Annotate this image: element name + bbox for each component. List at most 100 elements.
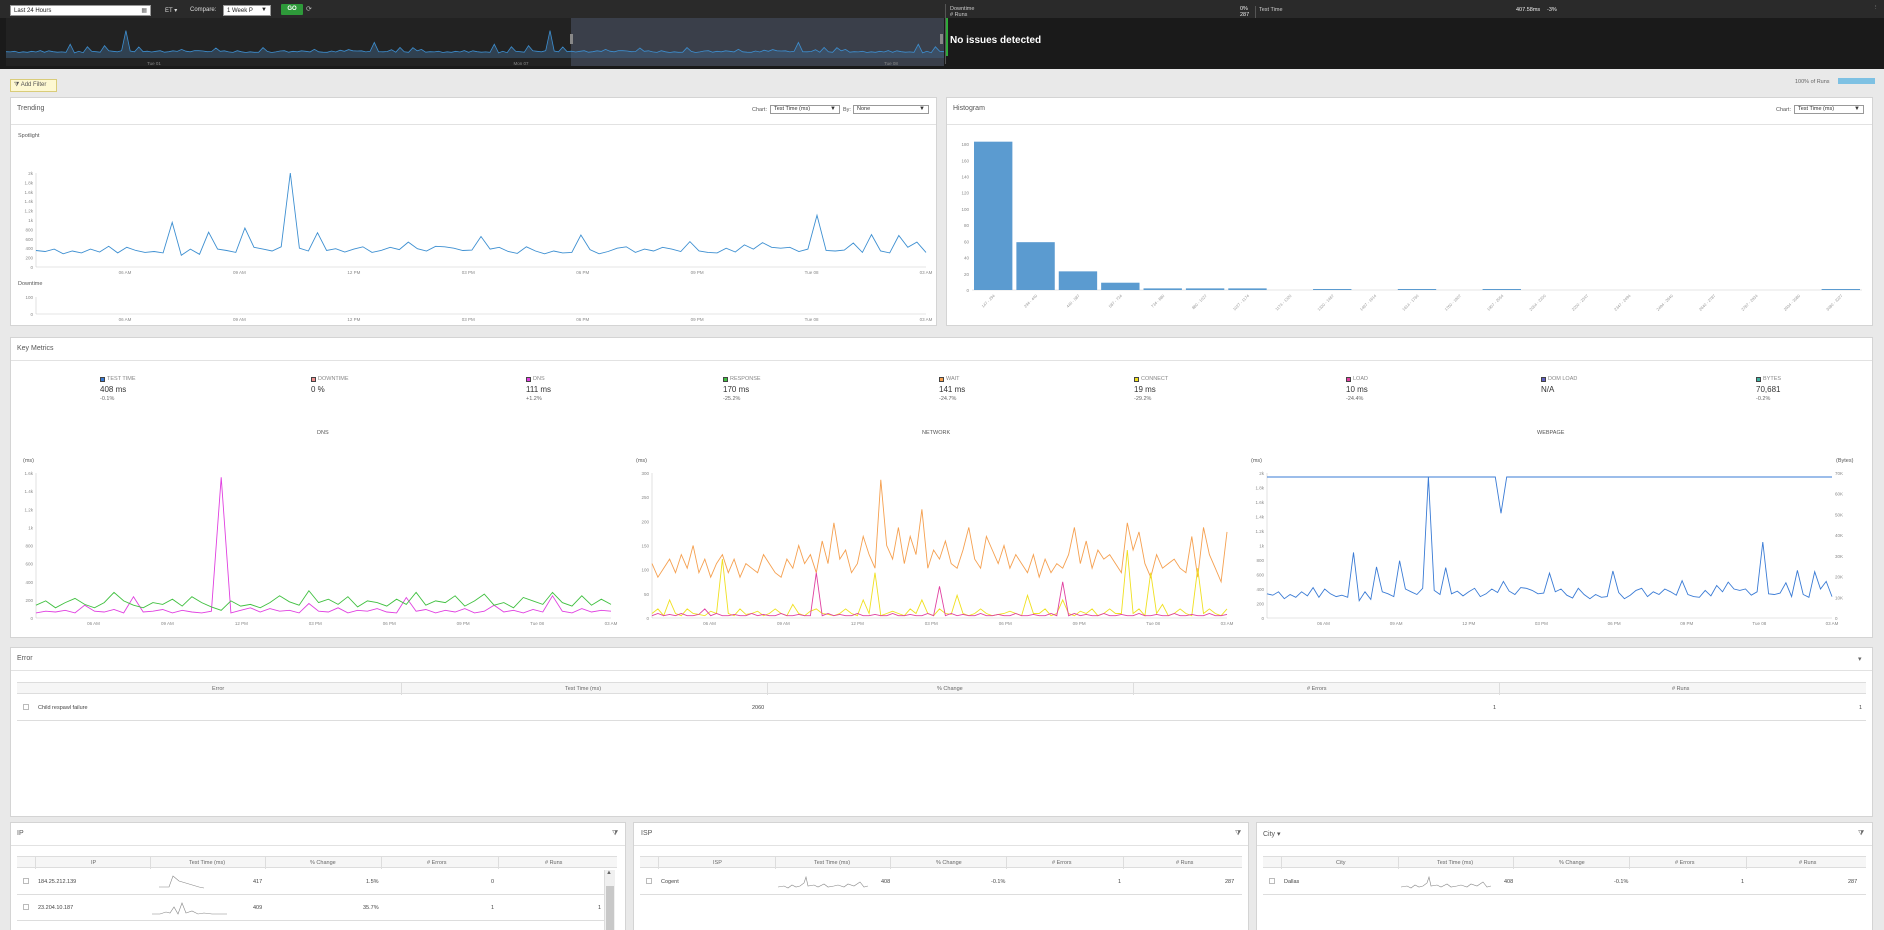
spotlight-chart[interactable]: 0 200 400 600 800 1k 1.2k 1.4k 1.6k 1.8k 2k 06 AM 09… — [14, 165, 934, 280]
trending-by-select[interactable]: None ▼ — [853, 105, 929, 114]
histogram-chart[interactable]: 0 20 40 60 80 100 120 140 160 180 147 - 294 294 - 4… — [950, 128, 1870, 324]
filter-icon[interactable]: ⧩ — [1858, 830, 1865, 837]
x-tick-label: 2347 - 2494 — [1613, 293, 1632, 312]
table-row[interactable]: 23.204.10.187 409 35.7% 1 1 — [17, 896, 613, 921]
city-title[interactable]: City ▾ — [1263, 830, 1281, 838]
y-right-tick-label: 30K — [1835, 554, 1843, 559]
column-header[interactable]: # Runs — [1799, 860, 1817, 866]
column-header[interactable]: # Errors — [1052, 860, 1072, 866]
metric-color-swatch[interactable] — [723, 376, 728, 382]
metric-item[interactable]: BYTES 70,681 -0.2% — [1756, 376, 1781, 402]
x-tick-label: 2054 - 2200 — [1528, 293, 1547, 312]
metric-color-swatch[interactable] — [100, 376, 105, 382]
overview-timeline[interactable]: Tue 01 Mon 07 Tue 08 — [6, 18, 944, 66]
metric-item[interactable]: WAIT 141 ms -24.7% — [939, 376, 965, 402]
column-header[interactable]: Test Time (ms) — [565, 686, 602, 692]
column-header[interactable]: % Change — [937, 686, 963, 692]
isp-change: -0.1% — [991, 879, 1006, 885]
column-header[interactable]: # Errors — [1307, 686, 1327, 692]
column-header[interactable]: % Change — [1559, 860, 1585, 866]
ip-address: 23.204.10.187 — [38, 905, 74, 911]
y-tick-label: 2k — [28, 171, 34, 176]
dns-chart[interactable]: 0 200 400 600 800 1k 1.2k 1.4k 1.6k 06 AM 09 AM 12 … — [14, 465, 619, 630]
histogram-chart-select[interactable]: Test Time (ms) ▼ — [1794, 105, 1864, 114]
table-row[interactable]: 184.25.212.139 417 1.5% 0 — [17, 870, 613, 895]
overview-tick-label: Tue 08 — [884, 61, 898, 66]
metric-item[interactable]: LOAD 10 ms -24.4% — [1346, 376, 1368, 402]
column-header[interactable]: Test Time (ms) — [1437, 860, 1474, 866]
metric-color-swatch[interactable] — [1134, 376, 1139, 382]
x-tick-label: 880 - 1027 — [1191, 293, 1209, 311]
scrollbar[interactable]: ▲ — [604, 870, 615, 930]
column-header[interactable]: IP — [91, 860, 97, 866]
row-checkbox[interactable] — [1269, 878, 1275, 884]
timezone-select[interactable]: ET ▾ — [165, 8, 178, 14]
column-header[interactable]: Test Time (ms) — [814, 860, 851, 866]
column-header[interactable]: ISP — [713, 860, 722, 866]
webpage-chart[interactable]: 0 200 400 600 800 1k 1.2k 1.4k 1.6k 1.8k 2k 06 AM 09… — [1245, 465, 1870, 630]
metric-item[interactable]: DOM LOAD N/A — [1541, 376, 1577, 396]
row-checkbox[interactable] — [23, 878, 29, 884]
table-row[interactable]: Cogent 408 -0.1% 1 287 — [640, 870, 1242, 895]
metric-color-swatch[interactable] — [311, 376, 316, 382]
metric-item[interactable]: DOWNTIME 0 % — [311, 376, 349, 396]
city-test-time: 408 — [1504, 879, 1514, 885]
metric-item[interactable]: TEST TIME 408 ms -0.1% — [100, 376, 136, 402]
metric-color-swatch[interactable] — [526, 376, 531, 382]
network-chart[interactable]: 0 50 100 150 200 250 300 06 AM 09 AM 12 PM 03 PM 06… — [630, 465, 1235, 630]
chart-select-label: Chart: — [752, 107, 767, 113]
metric-item[interactable]: DNS 111 ms +1.2% — [526, 376, 551, 402]
metric-color-swatch[interactable] — [1541, 376, 1546, 382]
column-separator — [1006, 857, 1007, 869]
column-header[interactable]: % Change — [310, 860, 336, 866]
column-separator — [1398, 857, 1399, 869]
column-header[interactable]: Error — [212, 686, 225, 692]
refresh-icon[interactable]: ⟳ — [306, 6, 312, 13]
metric-item[interactable]: CONNECT 19 ms -29.2% — [1134, 376, 1168, 402]
metric-item[interactable]: RESPONSE 170 ms -25.2% — [723, 376, 761, 402]
metric-value: 141 ms — [939, 385, 966, 395]
row-checkbox[interactable] — [646, 878, 652, 884]
x-tick-label: 03 PM — [462, 317, 475, 322]
calendar-icon[interactable]: ▦ — [141, 8, 147, 14]
y-tick-label: 140 — [961, 175, 969, 180]
divider — [1255, 6, 1256, 18]
x-tick-label: 09 AM — [161, 621, 174, 626]
network-chart-title: NETWORK — [922, 430, 951, 436]
table-row[interactable]: Child respawl failure 2060 1 1 — [17, 697, 1866, 721]
downtime-chart[interactable]: 0 100 06 AM 09 AM 12 PM 03 PM 06 PM 09 PM Tue 08… — [14, 293, 934, 323]
column-separator — [767, 683, 768, 695]
column-header[interactable]: # Runs — [545, 860, 563, 866]
filter-icon[interactable]: ⧩ — [612, 830, 619, 837]
time-range-input[interactable]: Last 24 Hours ▦ — [10, 5, 151, 16]
row-checkbox[interactable] — [23, 904, 29, 910]
column-header[interactable]: Test Time (ms) — [189, 860, 226, 866]
column-header[interactable]: City — [1336, 860, 1346, 866]
scrollbar-thumb[interactable] — [606, 886, 614, 930]
metric-color-swatch[interactable] — [1346, 376, 1351, 382]
column-header[interactable]: # Errors — [1675, 860, 1695, 866]
metric-color-swatch[interactable] — [939, 376, 944, 382]
compare-select[interactable]: 1 Week P ▼ — [223, 5, 271, 16]
add-filter-button[interactable]: ⧩ Add Filter — [10, 79, 57, 92]
table-row[interactable]: Dallas 408 -0.1% 1 287 — [1263, 870, 1866, 895]
go-button[interactable]: GO — [281, 4, 303, 15]
column-header[interactable]: # Runs — [1176, 860, 1194, 866]
column-header[interactable]: # Errors — [427, 860, 447, 866]
filter-icon[interactable]: ⧩ — [1235, 830, 1242, 837]
column-header[interactable]: % Change — [936, 860, 962, 866]
column-separator — [1133, 683, 1134, 695]
column-header[interactable]: # Runs — [1672, 686, 1690, 692]
column-separator — [1281, 857, 1282, 869]
metric-header: BYTES — [1756, 376, 1781, 382]
more-icon[interactable]: ⋮ — [1873, 5, 1879, 11]
metric-color-swatch[interactable] — [1756, 376, 1761, 382]
chevron-down-icon: ▼ — [261, 7, 267, 13]
trending-chart-select[interactable]: Test Time (ms) ▼ — [770, 105, 840, 114]
column-separator — [1746, 857, 1747, 869]
collapse-icon[interactable]: ▾ — [1858, 656, 1862, 663]
row-checkbox[interactable] — [23, 704, 29, 710]
x-tick-label: 147 - 294 — [980, 293, 996, 309]
scroll-up-icon[interactable]: ▲ — [606, 870, 612, 876]
y-tick-label: 1.6k — [24, 471, 33, 476]
